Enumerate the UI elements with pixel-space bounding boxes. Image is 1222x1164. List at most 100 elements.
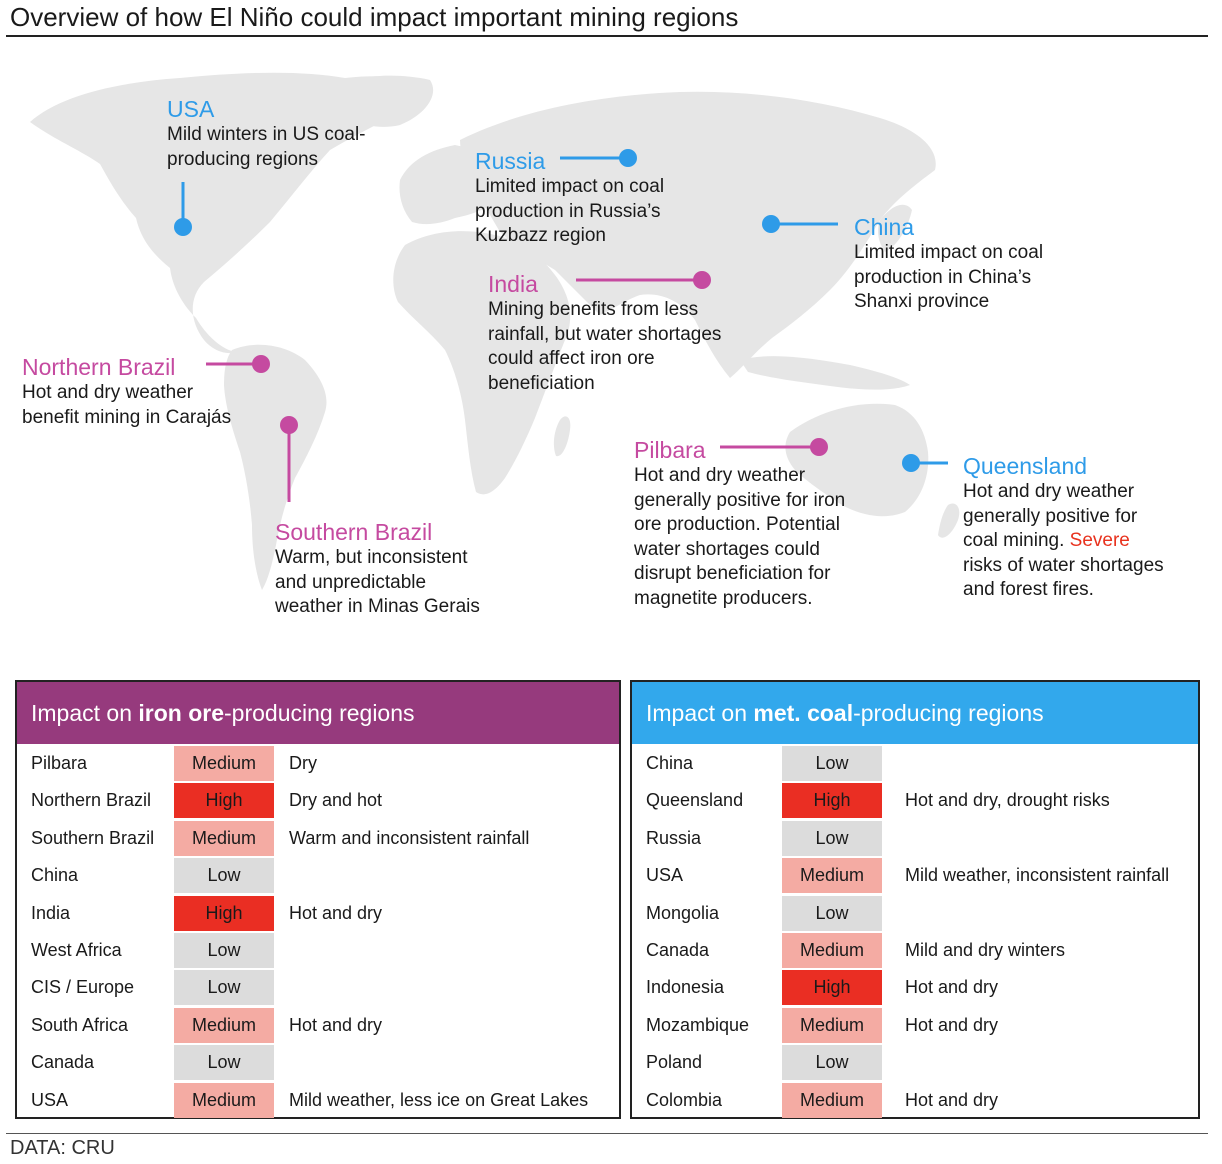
callout-line: weather in Minas Gerais (275, 596, 480, 617)
header-prefix: Impact on (31, 700, 139, 726)
table-row: CIS / Europe Low (17, 969, 619, 1006)
callout-china: China Limited impact on coal production … (854, 213, 1043, 315)
region-name: India (31, 902, 71, 923)
callout-line: disrupt beneficiation for (634, 563, 831, 584)
region-name: Russia (646, 827, 702, 848)
callout-line: benefit mining in Carajás (22, 406, 232, 428)
asia-landmass (460, 91, 936, 379)
table-row: Poland Low (632, 1044, 1198, 1081)
southeast-asia-islands (740, 356, 910, 390)
madagascar-landmass (553, 416, 571, 457)
warning-text: risks of water shortages (963, 554, 1164, 576)
queensland-marker (902, 454, 920, 472)
impact-level: Low (174, 1045, 274, 1081)
impact-level: Low (174, 970, 274, 1006)
region-name: Mongolia (646, 902, 720, 923)
impact-note: Warm and inconsistent rainfall (289, 827, 530, 848)
callout-pilbara: Pilbara Hot and dry weather generally po… (634, 436, 845, 611)
impact-level: Medium (782, 1082, 882, 1118)
met-coal-impact-panel: Impact on met. coal-producing regions Ch… (630, 680, 1200, 1119)
region-name: Northern Brazil (31, 790, 152, 811)
impact-level: Low (782, 895, 882, 931)
impact-note: Hot and dry, drought risks (905, 790, 1110, 811)
table-row: West Africa Low (17, 932, 619, 969)
title-divider (6, 35, 1208, 37)
table-row: South Africa Medium Hot and dry (17, 1007, 619, 1044)
impact-level: Medium (174, 746, 274, 781)
table-row: Russia Low (632, 820, 1198, 857)
impact-note: Mild weather, less ice on Great Lakes (289, 1089, 589, 1110)
southern-brazil-marker (280, 416, 298, 434)
region-name: Colombia (646, 1089, 723, 1110)
impact-note: Hot and dry (289, 902, 383, 923)
table-row: USA Medium Mild weather, inconsistent rain… (632, 857, 1198, 894)
callout-line: Shanxi province (854, 291, 990, 312)
impact-note: Mild weather, inconsistent rainfall (905, 865, 1170, 886)
callout-heading: Southern Brazil (275, 519, 433, 545)
callout-line: and unpredictable (275, 571, 427, 593)
callout-line: Mild winters in US coal- (167, 124, 366, 145)
impact-level: Medium (174, 1082, 274, 1118)
callout-line: production in China’s (854, 266, 1032, 288)
callout-heading: USA (167, 96, 215, 122)
callout-heading: India (488, 271, 538, 297)
callout-northern-brazil: Northern Brazil Hot and dry weather bene… (22, 353, 231, 430)
map-markers (174, 149, 920, 472)
table-row: Canada Medium Mild and dry winters (632, 932, 1198, 969)
impact-level: Low (174, 933, 274, 968)
northern-brazil-marker (252, 355, 270, 373)
callout-line: ore production. Potential (634, 514, 840, 535)
south-america-landmass (224, 344, 327, 590)
callout-line: Hot and dry weather (22, 382, 194, 403)
header-suffix: -producing regions (853, 700, 1044, 726)
callout-line: generally positive for iron (634, 489, 846, 511)
header-emphasis: met. coal (753, 700, 854, 726)
region-name: Pilbara (31, 753, 88, 773)
callout-line: Limited impact on coal (854, 242, 1044, 263)
impact-note: Hot and dry (905, 1014, 999, 1035)
table-row: China Low (17, 857, 619, 894)
callout-line: Kuzbazz region (475, 225, 606, 246)
table-row: China Low (632, 745, 1198, 782)
greenland-landmass (324, 75, 434, 127)
pilbara-marker (810, 438, 828, 456)
callout-queensland: Queensland Hot and dry weather generally… (963, 452, 1164, 603)
callout-heading: Northern Brazil (22, 354, 176, 380)
landmasses (30, 72, 960, 590)
table-row: Northern Brazil High Dry and hot (17, 782, 619, 819)
impact-level: Low (782, 746, 882, 781)
table-row: Mongolia Low (632, 895, 1198, 932)
impact-level: Medium (174, 1007, 274, 1043)
region-name: Mozambique (646, 1014, 750, 1035)
header-prefix: Impact on (646, 700, 754, 726)
callout-line-with-warning: coal mining. Severe (963, 529, 1164, 554)
region-name: CIS / Europe (31, 977, 135, 998)
header-suffix: -producing regions (224, 700, 415, 726)
impact-level: High (782, 970, 882, 1006)
impact-level: Medium (782, 1007, 882, 1043)
table-row: USA Medium Mild weather, less ice on Great… (17, 1082, 619, 1119)
warning-text: Severe (1069, 530, 1130, 551)
callout-line: Hot and dry weather (963, 481, 1135, 502)
table-row: Queensland High Hot and dry, drought risks (632, 782, 1198, 819)
callout-line: production in Russia’s (475, 200, 661, 222)
callout-line: generally positive for (963, 505, 1138, 527)
japan-landmass (877, 204, 912, 252)
callout-line: coal mining. (963, 530, 1065, 551)
callout-line: magnetite producers. (634, 587, 813, 609)
north-america-landmass (30, 72, 422, 354)
header-emphasis: iron ore (138, 700, 225, 726)
region-name: Canada (646, 940, 710, 960)
met-coal-panel-header: Impact on met. coal-producing regions (632, 682, 1198, 744)
impact-level: High (174, 895, 274, 931)
region-name: Indonesia (646, 977, 725, 998)
callout-line: water shortages could (634, 538, 820, 560)
region-name: Canada (31, 1052, 95, 1073)
region-name: South Africa (31, 1014, 129, 1035)
callout-line: Limited impact on coal (475, 176, 665, 197)
callout-line: Warm, but inconsistent (275, 547, 468, 568)
impact-level: Low (782, 820, 882, 856)
callout-india: India Mining benefits from less rainfall… (488, 270, 721, 396)
africa-landmass (393, 231, 571, 495)
china-marker (762, 215, 780, 233)
